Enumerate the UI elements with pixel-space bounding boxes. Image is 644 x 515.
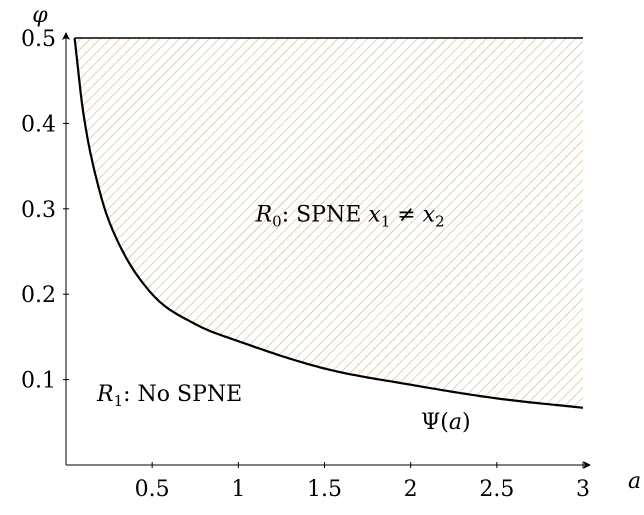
x-tick-label: 1.5	[307, 477, 342, 502]
y-tick-label: 0.4	[21, 112, 56, 137]
annotation-r1: R1: No SPNE	[96, 382, 242, 410]
y-axis-label: φ	[32, 3, 48, 28]
x-tick-label: 2	[404, 477, 418, 502]
annotation-r0: R0: SPNE x1 ≠ x2	[255, 203, 445, 231]
x-tick-label: 2.5	[479, 477, 514, 502]
psi-curve	[73, 37, 584, 409]
x-tick-label: 3	[576, 477, 590, 502]
x-axis-label: a	[628, 469, 641, 494]
y-tick-label: 0.3	[21, 198, 56, 223]
annotation-psi: Ψ(a)	[421, 410, 471, 435]
x-axis-arrow	[583, 461, 591, 469]
x-tick-label: 1	[231, 477, 245, 502]
y-tick-label: 0.1	[21, 369, 56, 394]
shaded-region-r0	[74, 38, 583, 408]
y-tick-label: 0.5	[21, 27, 56, 52]
x-tick-label: 0.5	[135, 477, 170, 502]
y-tick-label: 0.2	[21, 283, 56, 308]
